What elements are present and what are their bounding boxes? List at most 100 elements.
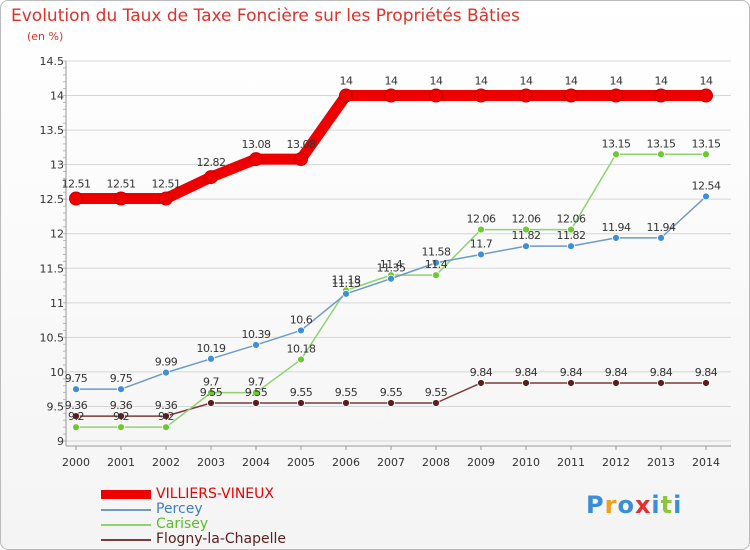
x-tick-label: 2000	[62, 456, 90, 469]
x-tick-label: 2002	[152, 456, 180, 469]
data-label-3: 9.84	[650, 366, 673, 379]
data-label-3: 9.55	[200, 386, 223, 399]
data-label-1: 11.82	[557, 229, 586, 242]
data-point-0	[114, 191, 128, 206]
data-point-1	[342, 289, 350, 298]
legend-label: Carisey	[156, 516, 209, 532]
data-label-1: 10.39	[242, 328, 271, 341]
data-label-1: 11.58	[422, 246, 451, 259]
data-label-1: 11.13	[332, 277, 361, 290]
data-point-1	[477, 250, 485, 259]
data-point-2	[297, 355, 305, 364]
data-label-3: 9.36	[110, 399, 133, 412]
data-label-0: 12.51	[152, 177, 181, 190]
data-label-3: 9.36	[65, 399, 88, 412]
data-label-0: 14	[565, 75, 578, 88]
legend-label: VILLIERS-VINEUX	[156, 486, 274, 502]
legend-swatch	[101, 539, 151, 541]
data-label-3: 9.55	[290, 386, 313, 399]
data-point-1	[297, 326, 305, 335]
data-label-3: 9.84	[695, 366, 718, 379]
data-point-1	[432, 258, 440, 267]
y-tick-label: 12.5	[40, 193, 65, 206]
legend-swatch	[101, 490, 151, 499]
data-point-3	[702, 379, 710, 387]
y-tick-label: 10	[50, 366, 64, 379]
data-label-0: 12.51	[107, 177, 136, 190]
data-label-3: 9.84	[470, 366, 493, 379]
data-label-1: 10.19	[197, 342, 226, 355]
data-label-0: 12.51	[62, 177, 91, 190]
x-tick-label: 2014	[692, 456, 720, 469]
data-point-3	[207, 399, 215, 407]
data-label-2: 12.06	[467, 213, 496, 226]
data-label-1: 11.7	[470, 237, 493, 250]
data-label-2: 9.7	[248, 376, 264, 389]
data-point-1	[522, 242, 530, 251]
data-point-2	[567, 225, 575, 234]
x-tick-label: 2011	[557, 456, 585, 469]
x-tick-label: 2008	[422, 456, 450, 469]
data-point-3	[117, 412, 125, 421]
y-tick-label: 11	[50, 297, 64, 310]
data-point-3	[432, 399, 440, 407]
chart-title: Evolution du Taux de Taxe Foncière sur l…	[11, 6, 520, 26]
y-tick-label: 14	[50, 90, 64, 103]
data-label-1: 10.6	[290, 313, 313, 326]
data-label-2: 9.2	[113, 410, 129, 423]
y-tick-label: 13	[50, 159, 64, 172]
data-point-3	[162, 412, 170, 421]
data-point-0	[294, 152, 308, 167]
data-label-3: 9.55	[245, 386, 268, 399]
data-label-3: 9.55	[380, 386, 403, 399]
y-tick-label: 9.5	[47, 400, 65, 413]
data-point-1	[207, 354, 215, 363]
data-label-3: 9.84	[605, 366, 628, 379]
y-tick-label: 12	[50, 228, 64, 241]
data-label-2: 9.7	[203, 376, 219, 389]
data-point-3	[342, 399, 350, 407]
data-label-1: 11.82	[512, 229, 541, 242]
data-label-0: 14	[700, 75, 713, 88]
x-tick-label: 2004	[242, 456, 270, 469]
data-label-2: 10.18	[287, 342, 316, 355]
legend-label: Percey	[156, 501, 203, 517]
data-label-2: 13.15	[647, 137, 676, 150]
data-point-0	[609, 88, 623, 103]
data-point-0	[429, 88, 443, 103]
data-point-1	[387, 274, 395, 283]
data-label-3: 9.55	[425, 386, 448, 399]
data-point-1	[117, 385, 125, 394]
data-label-0: 14	[340, 75, 353, 88]
data-label-0: 14	[385, 75, 398, 88]
data-label-1: 9.99	[155, 356, 178, 369]
x-tick-label: 2010	[512, 456, 540, 469]
x-tick-label: 2001	[107, 456, 135, 469]
data-point-2	[432, 271, 440, 280]
data-point-2	[612, 150, 620, 159]
data-label-2: 11.18	[332, 273, 361, 286]
data-point-1	[162, 368, 170, 377]
x-tick-label: 2007	[377, 456, 405, 469]
data-point-0	[69, 191, 83, 206]
data-point-1	[612, 233, 620, 242]
data-point-3	[387, 399, 395, 407]
data-label-0: 13.08	[287, 138, 316, 151]
data-label-1: 9.75	[65, 372, 88, 385]
data-point-0	[339, 88, 353, 103]
data-point-3	[297, 399, 305, 407]
data-point-0	[564, 88, 578, 103]
x-tick-label: 2012	[602, 456, 630, 469]
data-point-3	[72, 412, 80, 421]
data-point-2	[72, 423, 80, 432]
data-point-3	[477, 379, 485, 387]
data-label-0: 12.82	[197, 156, 226, 169]
legend-swatch	[101, 524, 151, 526]
y-tick-label: 14.5	[40, 55, 65, 68]
data-label-0: 14	[475, 75, 488, 88]
data-point-3	[612, 379, 620, 387]
data-point-3	[522, 379, 530, 387]
data-point-0	[519, 88, 533, 103]
data-point-2	[207, 388, 215, 397]
